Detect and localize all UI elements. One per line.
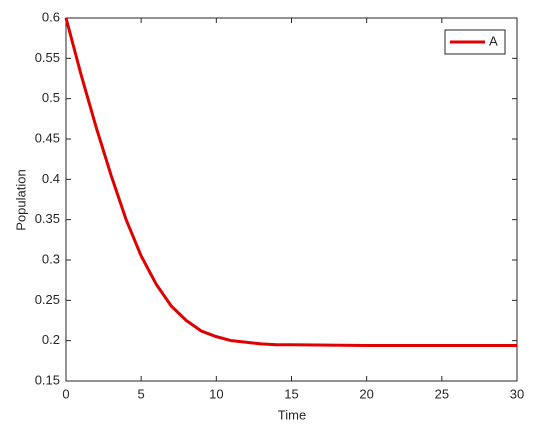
y-tick-label: 0.55 bbox=[35, 50, 60, 65]
y-tick-label: 0.5 bbox=[42, 90, 60, 105]
legend-label: A bbox=[489, 33, 498, 48]
y-tick-label: 0.3 bbox=[42, 251, 60, 266]
x-tick-label: 0 bbox=[62, 386, 69, 401]
line bbox=[64, 17, 517, 348]
x-tick-label: 20 bbox=[359, 386, 373, 401]
x-tick-label: 30 bbox=[510, 386, 524, 401]
y-axis-label: Population bbox=[13, 169, 28, 230]
y-tick-label: 0.6 bbox=[42, 9, 60, 24]
y-tick-label: 0.2 bbox=[42, 332, 60, 347]
y-tick-label: 0.45 bbox=[35, 130, 60, 145]
y-tick-label: 0.35 bbox=[35, 211, 60, 226]
x-tick-label: 25 bbox=[435, 386, 449, 401]
x-axis-label: Time bbox=[278, 407, 306, 422]
legend bbox=[444, 29, 506, 55]
x-tick-label: 5 bbox=[138, 386, 145, 401]
y-tick-label: 0.15 bbox=[35, 372, 60, 387]
y-tick-label: 0.25 bbox=[35, 292, 60, 307]
x-tick-label: 15 bbox=[284, 386, 298, 401]
x-tick-label: 10 bbox=[209, 386, 223, 401]
y-tick-label: 0.4 bbox=[42, 171, 60, 186]
